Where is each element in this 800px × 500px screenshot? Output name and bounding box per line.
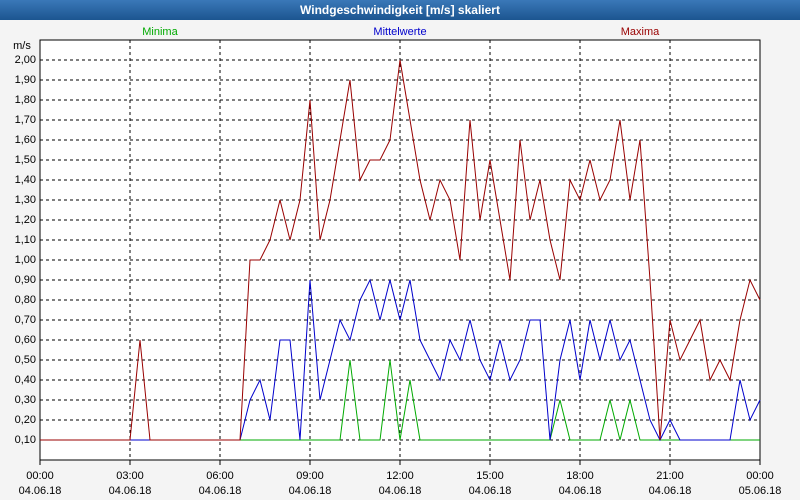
legend-entry: Minima <box>142 26 178 38</box>
y-tick-label: 1,90 <box>15 74 36 86</box>
y-tick-label: 0,70 <box>15 314 36 326</box>
legend-entry: Mittelwerte <box>373 26 426 38</box>
x-tick-label: 03:00 04.06.18 <box>109 470 152 497</box>
x-tick-label: 00:00 05.06.18 <box>739 470 782 497</box>
y-tick-label: 0,90 <box>15 274 36 286</box>
x-tick-label: 09:00 04.06.18 <box>289 470 332 497</box>
y-tick-label: 0,20 <box>15 414 36 426</box>
x-tick-label: 18:00 04.06.18 <box>559 470 602 497</box>
y-tick-label: 0,50 <box>15 354 36 366</box>
y-tick-label: 1,40 <box>15 174 36 186</box>
y-tick-label: 0,30 <box>15 394 36 406</box>
y-tick-label: 1,30 <box>15 194 36 206</box>
y-tick-label: 0,80 <box>15 294 36 306</box>
y-tick-label: 1,20 <box>15 214 36 226</box>
chart-title: Windgeschwindigkeit [m/s] skaliert <box>300 3 500 17</box>
title-bar <box>0 0 800 20</box>
y-tick-label: 1,00 <box>15 254 36 266</box>
y-tick-label: 0,60 <box>15 334 36 346</box>
x-tick-label: 12:00 04.06.18 <box>379 470 422 497</box>
x-tick-label: 06:00 04.06.18 <box>199 470 242 497</box>
y-axis-label: m/s <box>13 40 31 52</box>
y-tick-label: 0,10 <box>15 434 36 446</box>
y-tick-label: 1,50 <box>15 154 36 166</box>
legend-entry: Maxima <box>621 26 660 38</box>
y-tick-label: 1,70 <box>15 114 36 126</box>
y-tick-label: 1,80 <box>15 94 36 106</box>
y-tick-label: 0,40 <box>15 374 36 386</box>
series-line <box>40 59 761 441</box>
y-tick-label: 2,00 <box>15 54 36 66</box>
x-tick-label: 00:00 04.06.18 <box>19 470 62 497</box>
y-tick-label: 1,10 <box>15 234 36 246</box>
x-tick-label: 15:00 04.06.18 <box>469 470 512 497</box>
y-tick-label: 1,60 <box>15 134 36 146</box>
x-tick-label: 21:00 04.06.18 <box>649 470 692 497</box>
